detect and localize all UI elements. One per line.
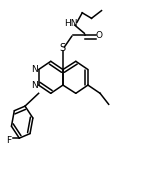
Text: F: F	[6, 136, 11, 145]
Text: HN: HN	[64, 19, 78, 28]
Text: S: S	[60, 44, 66, 53]
Text: N: N	[31, 81, 38, 90]
Text: O: O	[96, 31, 102, 40]
Text: N: N	[31, 65, 38, 74]
